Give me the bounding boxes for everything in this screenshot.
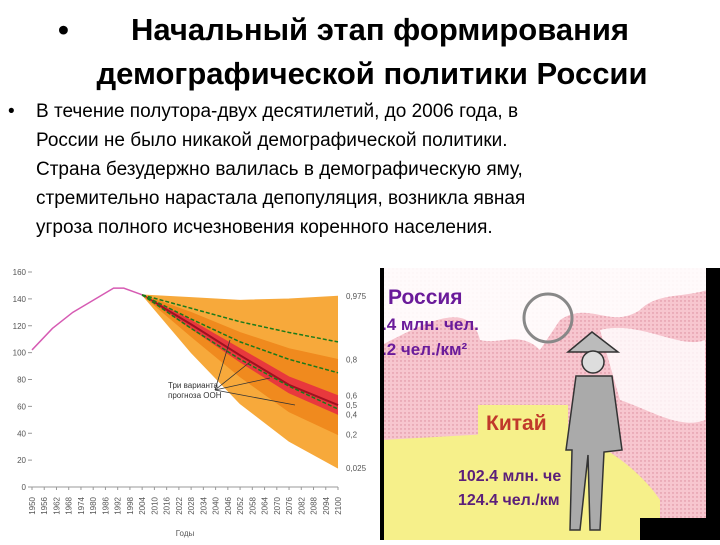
- x-axis-label: Годы: [176, 529, 195, 538]
- un-variant: [141, 294, 339, 343]
- series-label: 0,4: [346, 410, 358, 419]
- annotation-arrow: [214, 361, 251, 391]
- forecast-line: [142, 294, 339, 301]
- map-label: 102.4 млн. че: [458, 468, 561, 485]
- forecast-line: [141, 293, 339, 406]
- y-tick-label: 80: [17, 376, 26, 385]
- x-tick-label: 2058: [248, 496, 257, 514]
- x-tick-label: 2022: [175, 496, 184, 514]
- sea: [600, 327, 705, 423]
- y-tick-label: 160: [13, 268, 27, 277]
- x-tick-label: 2046: [224, 496, 233, 514]
- x-tick-label: 2100: [334, 496, 343, 514]
- annotation-arrow: [214, 389, 296, 406]
- forecast-line: [141, 294, 339, 435]
- forecast-line: [141, 294, 339, 469]
- frame: [706, 268, 720, 540]
- body-line: стремительно нарастала депопуляция, возн…: [36, 188, 525, 209]
- map: Россия .4 млн. чел. .2 чел./км² Китай 10…: [380, 268, 720, 540]
- map-label: Китай: [486, 412, 547, 435]
- band: [142, 294, 338, 469]
- y-tick-label: 120: [13, 322, 27, 331]
- body-line: угроза полного исчезновения коренного на…: [36, 217, 493, 238]
- y-tick-label: 0: [22, 483, 27, 492]
- x-tick-label: 2070: [273, 496, 282, 514]
- map-label: Россия: [388, 286, 463, 309]
- un-variant: [141, 294, 339, 410]
- body-line: России не было никакой демографической п…: [36, 130, 508, 151]
- bullet: •: [8, 101, 15, 122]
- x-tick-label: 2034: [199, 496, 208, 514]
- series-label: 0,6: [346, 392, 358, 401]
- x-tick-label: 2082: [297, 496, 306, 514]
- map-label: .2 чел./км²: [382, 340, 468, 359]
- x-tick-label: 1986: [101, 496, 110, 514]
- x-tick-label: 2010: [150, 496, 159, 514]
- sea: [382, 268, 720, 350]
- x-tick-label: 2076: [285, 496, 294, 514]
- annotation-arrow: [214, 339, 231, 391]
- bullet: •: [58, 12, 69, 47]
- x-tick-label: 1962: [52, 496, 61, 514]
- band: [142, 294, 338, 435]
- series-label: 0,975: [346, 292, 367, 301]
- x-tick-label: 2004: [138, 496, 147, 514]
- series-label: 0,2: [346, 431, 358, 440]
- x-tick-label: 1980: [89, 496, 98, 514]
- y-tick-label: 40: [17, 429, 26, 438]
- title-line: демографической политики России: [96, 56, 647, 91]
- x-tick-label: 1998: [126, 496, 135, 514]
- forecast-line: [142, 294, 339, 360]
- y-tick-label: 100: [13, 349, 27, 358]
- x-tick-label: 1968: [65, 496, 74, 514]
- history-line: [31, 287, 143, 351]
- body-line: В течение полутора-двух десятилетий, до …: [36, 101, 518, 122]
- annotation: прогноза ООН: [168, 391, 222, 400]
- un-variant: [141, 294, 339, 374]
- x-tick-label: 2016: [163, 496, 172, 514]
- label-box: [452, 458, 582, 514]
- x-tick-label: 1956: [40, 496, 49, 514]
- x-tick-label: 2052: [236, 496, 245, 514]
- series-label: 0,025: [346, 464, 367, 473]
- body-line: Страна безудержно валилась в демографиче…: [36, 159, 523, 180]
- annotation-arrow: [214, 377, 271, 391]
- frame: [640, 518, 720, 540]
- title-line: Начальный этап формирования: [131, 12, 629, 47]
- magnifier: [522, 292, 574, 344]
- x-tick-label: 1950: [28, 496, 37, 514]
- map-label: 124.4 чел./км: [458, 492, 560, 509]
- x-tick-label: 2064: [261, 496, 270, 514]
- y-tick-label: 140: [13, 295, 27, 304]
- x-tick-label: 2094: [322, 496, 331, 514]
- frame: [380, 268, 384, 540]
- man-figure: [565, 331, 623, 531]
- forecast-line: [141, 294, 339, 396]
- label-box: [478, 405, 568, 437]
- x-tick-label: 1992: [114, 496, 123, 514]
- series-label: 0,8: [346, 355, 358, 364]
- map-label: .4 млн. чел.: [382, 315, 479, 334]
- x-tick-label: 2088: [310, 496, 319, 514]
- y-tick-label: 60: [17, 402, 26, 411]
- series-label: 0,5: [346, 401, 358, 410]
- x-tick-label: 2028: [187, 496, 196, 514]
- annotation: Три варианта: [168, 381, 219, 390]
- x-tick-label: 2040: [212, 496, 221, 514]
- x-tick-label: 1974: [77, 496, 86, 514]
- y-tick-label: 20: [17, 456, 26, 465]
